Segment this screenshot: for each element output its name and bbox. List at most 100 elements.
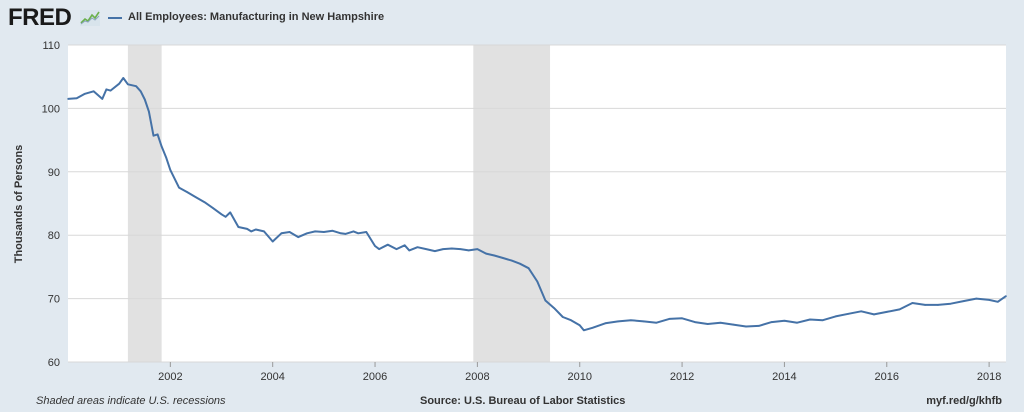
data-point — [212, 207, 214, 209]
data-point — [255, 228, 257, 231]
data-point — [544, 299, 547, 302]
y-tick-label: 90 — [48, 167, 60, 179]
data-point — [156, 133, 159, 136]
data-point — [395, 248, 398, 250]
data-point — [387, 243, 389, 246]
data-point — [403, 244, 406, 247]
data-point — [101, 98, 104, 100]
data-point — [655, 321, 658, 324]
data-point — [143, 98, 146, 101]
y-tick-label: 100 — [42, 103, 60, 115]
data-point — [203, 201, 206, 204]
data-point — [75, 97, 78, 100]
data-point — [331, 229, 334, 232]
data-point — [706, 323, 709, 325]
data-point — [459, 248, 462, 250]
y-tick-label: 70 — [48, 294, 60, 306]
data-point — [378, 248, 380, 250]
data-point — [323, 231, 325, 233]
x-tick-label: 2006 — [363, 371, 387, 383]
data-point — [758, 325, 760, 327]
short-url-link[interactable]: myf.red/g/khfb — [926, 395, 1002, 407]
data-point — [809, 318, 811, 321]
data-point — [339, 232, 342, 235]
recession-note: Shaded areas indicate U.S. recessions — [36, 395, 226, 407]
data-point — [450, 247, 453, 250]
data-point — [502, 257, 504, 259]
data-point — [280, 232, 283, 235]
data-source: Source: U.S. Bureau of Labor Statistics — [420, 395, 626, 407]
data-point — [860, 310, 862, 313]
data-point — [416, 246, 419, 249]
data-point — [745, 325, 747, 328]
data-point — [591, 326, 594, 329]
data-point — [476, 248, 479, 250]
data-point — [467, 249, 470, 252]
x-tick-label: 2004 — [260, 371, 284, 383]
data-point — [135, 85, 137, 88]
data-point — [297, 236, 300, 238]
data-point — [165, 157, 168, 159]
data-point — [118, 82, 120, 85]
chart-logo-icon — [80, 10, 100, 26]
data-point — [834, 315, 837, 318]
data-point — [1005, 295, 1007, 297]
data-point — [536, 280, 539, 283]
data-point — [195, 196, 197, 198]
y-axis-label: Thousands of Persons — [13, 145, 25, 264]
data-point — [583, 329, 585, 332]
data-point — [148, 110, 150, 113]
data-point — [527, 267, 530, 269]
data-point — [847, 313, 850, 315]
legend-label: All Employees: Manufacturing in New Hamp… — [128, 11, 385, 23]
data-point — [434, 250, 436, 252]
data-point — [84, 93, 86, 95]
data-point — [442, 248, 444, 250]
data-point — [178, 186, 180, 189]
y-tick-label: 80 — [48, 230, 60, 242]
data-point — [186, 191, 189, 193]
data-point — [169, 169, 172, 171]
data-point — [220, 213, 223, 216]
data-point — [374, 245, 376, 247]
data-point — [109, 89, 112, 92]
recession-band — [473, 45, 551, 362]
data-point — [783, 319, 786, 322]
x-tick-label: 2010 — [567, 371, 591, 383]
x-tick-label: 2002 — [158, 371, 182, 383]
data-point — [152, 134, 155, 137]
data-point — [873, 313, 875, 316]
data-point — [630, 319, 632, 321]
x-tick-labels: 2002 2004 2006 2008 2010 2012 2014 2016 2018 — [158, 371, 1001, 383]
data-point — [246, 228, 248, 230]
data-point — [357, 232, 359, 235]
data-point — [553, 307, 555, 309]
data-point — [105, 88, 108, 91]
data-point — [510, 259, 513, 262]
data-point — [822, 319, 824, 321]
y-tick-label: 60 — [48, 357, 60, 369]
data-point — [617, 320, 619, 323]
data-point — [519, 262, 521, 265]
data-point — [570, 319, 572, 321]
data-point — [885, 311, 888, 313]
data-point — [237, 226, 240, 228]
data-point — [732, 323, 735, 326]
data-point — [770, 321, 773, 323]
data-point — [139, 90, 142, 93]
data-point — [719, 321, 722, 324]
data-point — [642, 320, 645, 323]
data-point — [250, 230, 252, 233]
data-point — [898, 308, 901, 311]
recession-band — [127, 45, 162, 362]
data-point — [127, 83, 129, 86]
data-point — [949, 302, 952, 305]
fred-logo[interactable]: FRED — [8, 4, 72, 31]
x-tick-label: 2016 — [875, 371, 899, 383]
gridlines-group — [68, 44, 1006, 367]
data-point — [92, 90, 95, 93]
series-points — [67, 77, 1007, 332]
x-tick-label: 2012 — [670, 371, 694, 383]
data-point — [348, 231, 351, 234]
